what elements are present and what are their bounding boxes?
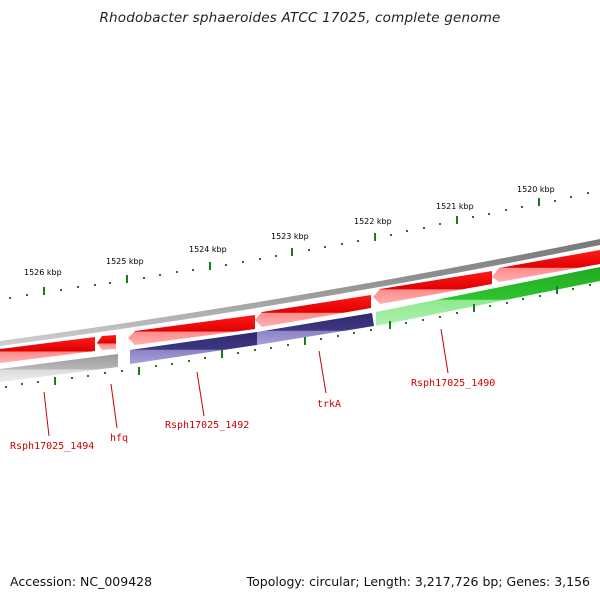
scale-label-1524: 1524 kbp [189,245,227,254]
forward-strand [0,250,600,363]
scale-label-1526: 1526 kbp [24,268,62,277]
gene-rsph17025-1491[interactable] [373,271,492,304]
accession-text: Accession: NC_009428 [10,574,153,589]
gene-labels: Rsph17025_1494 hfq Rsph17025_1492 trkA R… [10,378,495,452]
map-title: Rhodobacter sphaeroides ATCC 17025, comp… [99,10,501,26]
genome-backbone [0,239,600,346]
gene-label-rsph17025-1490[interactable]: Rsph17025_1490 [411,378,495,389]
gene-rsph17025-1492[interactable] [128,315,255,345]
gene-rsph17025-1489[interactable] [492,250,600,282]
gene-label-hfq[interactable]: hfq [110,433,128,444]
scale-label-1522: 1522 kbp [354,217,392,226]
gene-label-trka[interactable]: trkA [317,399,341,410]
gene-green-reverse[interactable] [376,267,600,326]
genome-summary: Topology: circular; Length: 3,217,726 bp… [246,574,590,589]
gene-navy-reverse-b[interactable] [257,313,374,345]
scale-label-1521: 1521 kbp [436,202,474,211]
outer-scale [9,192,589,299]
gene-trka-forward[interactable] [255,295,371,327]
label-leaders [43,328,449,437]
scale-label-1523: 1523 kbp [271,232,309,241]
gene-rsph17025-1494[interactable] [0,337,95,363]
scale-label-1520: 1520 kbp [517,185,555,194]
scale-labels: 1526 kbp 1525 kbp 1524 kbp 1523 kbp 1522… [24,185,555,277]
gene-hfq[interactable] [97,335,116,350]
inner-scale [5,284,591,388]
gene-label-rsph17025-1492[interactable]: Rsph17025_1492 [165,420,249,431]
gene-label-rsph17025-1494[interactable]: Rsph17025_1494 [10,441,94,452]
scale-label-1525: 1525 kbp [106,257,144,266]
gene-navy-reverse-a[interactable] [130,332,257,364]
gene-grey-reverse[interactable] [0,354,118,382]
reverse-strand [0,267,600,382]
